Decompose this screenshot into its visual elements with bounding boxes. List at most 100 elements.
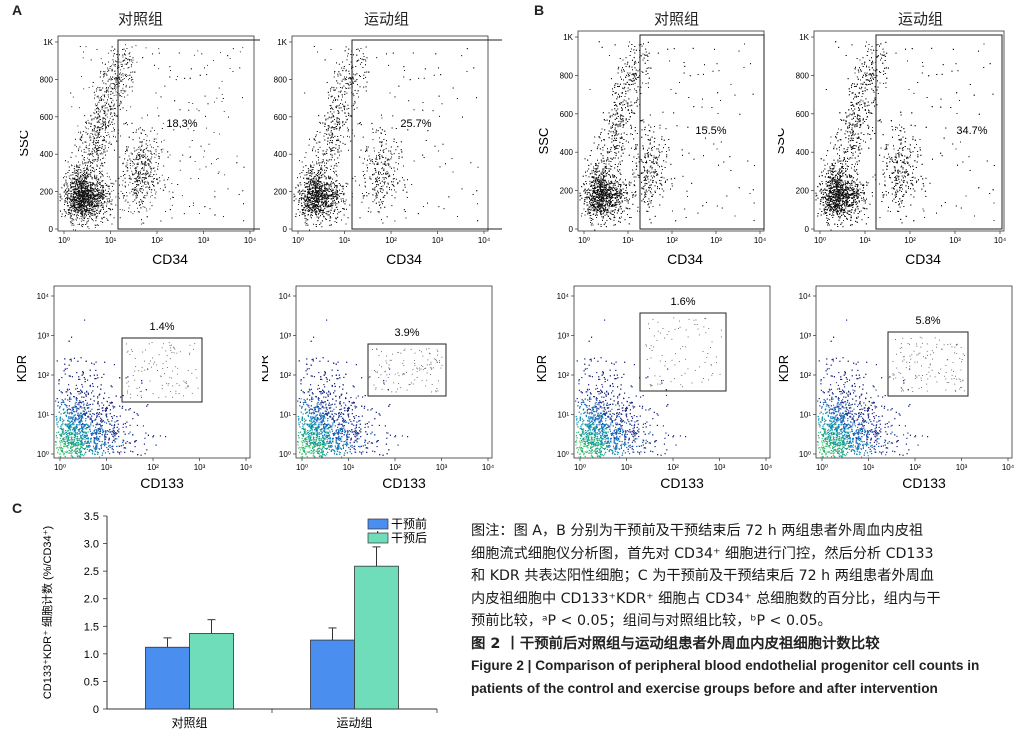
x-tick-label: 10⁴ — [478, 236, 491, 245]
x-tick-label: 10⁰ — [54, 463, 66, 472]
x-category-label: 运动组 — [336, 716, 372, 730]
x-tick-label: 10⁰ — [292, 236, 304, 245]
density-points — [575, 319, 687, 458]
x-tick-label: 10¹ — [101, 463, 113, 472]
y-tick-label: 1.5 — [84, 621, 99, 633]
y-axis-title: CD133⁺KDR⁺ 细胞计数 (%/CD34⁺) — [41, 526, 54, 699]
x-axis-title: CD133 — [382, 475, 426, 491]
gate-percentage: 18.3% — [166, 118, 197, 130]
y-tick-label: 800 — [560, 71, 574, 80]
y-tick-label: 800 — [274, 75, 288, 84]
gated-events — [126, 342, 199, 399]
density-points — [817, 319, 929, 458]
gate-rectangle — [351, 39, 502, 230]
x-tick-label: 10¹ — [105, 236, 117, 245]
panel-label-c: C — [12, 500, 22, 516]
scatter-points — [59, 44, 245, 231]
y-tick-label: 0 — [805, 225, 810, 234]
x-axis-title: CD34 — [667, 251, 703, 267]
y-tick-label: 1K — [799, 33, 809, 42]
y-axis-title: KDR — [262, 355, 271, 382]
y-tick-label: 400 — [274, 150, 288, 159]
x-tick-label: 10³ — [956, 463, 968, 472]
y-tick-label: 10¹ — [37, 411, 49, 420]
y-axis-title: KDR — [534, 355, 549, 382]
y-tick-label: 10⁰ — [279, 450, 291, 459]
y-tick-label: 10² — [279, 371, 291, 380]
x-tick-label: 10⁴ — [994, 236, 1007, 245]
col-title-b-control: 对照组 — [654, 8, 699, 29]
x-category-label: 对照组 — [171, 716, 207, 730]
y-tick-label: 0 — [93, 704, 99, 716]
y-tick-label: 800 — [40, 75, 54, 84]
x-tick-label: 10² — [667, 463, 679, 472]
x-tick-label: 10³ — [436, 463, 448, 472]
x-tick-label: 10² — [909, 463, 921, 472]
y-tick-label: 1K — [277, 38, 287, 47]
legend-label: 干预前 — [391, 516, 427, 531]
legend-label: 干预后 — [391, 531, 427, 545]
caption-line-1: 图注：图 A，B 分别为干预前及干预结束后 72 h 两组患者外周血内皮祖 — [471, 520, 1001, 543]
flow-plot-a-kdr-exercise: 10⁰ 10⁰ 10¹ 10¹ 10² 10² 10³ 10³ 10⁴ 10⁴ 3.9% CD133 K… — [262, 285, 495, 491]
col-title-b-exercise: 运动组 — [898, 8, 943, 29]
y-tick-label: 400 — [796, 148, 810, 157]
figure-title-en: Figure 2 | Comparison of peripheral bloo… — [471, 655, 991, 701]
y-tick-label: 10¹ — [279, 411, 291, 420]
x-tick-label: 10³ — [194, 463, 206, 472]
bar-1-0 — [189, 633, 234, 710]
x-tick-label: 10⁰ — [58, 236, 70, 245]
gate-rectangle — [639, 34, 765, 230]
col-title-a-exercise: 运动组 — [364, 8, 409, 29]
y-tick-label: 600 — [274, 113, 288, 122]
x-axis-title: CD133 — [902, 475, 946, 491]
y-tick-label: 200 — [796, 187, 810, 196]
x-axis-title: CD133 — [660, 475, 704, 491]
x-tick-label: 10³ — [949, 236, 961, 245]
y-tick-label: 0.5 — [84, 676, 99, 688]
x-tick-label: 10⁴ — [244, 236, 257, 245]
y-tick-label: 200 — [274, 188, 288, 197]
y-tick-label: 600 — [796, 110, 810, 119]
col-title-a-control: 对照组 — [118, 8, 163, 29]
flow-plot-a-cd34-exercise: 1K 800 600 400 200 0 10⁰ 10¹ 10² 10³ 10⁴ 25.7% CD34 S… — [262, 35, 502, 267]
flow-plot-a-cd34-control: 1K 800 600 400 200 0 10⁰ 10¹ 10² 10³ 10⁴ 18.3% CD34 S… — [20, 35, 260, 267]
y-tick-label: 10² — [37, 371, 49, 380]
y-axis-title: SSC — [20, 130, 31, 157]
x-tick-label: 10³ — [710, 236, 722, 245]
x-tick-label: 10¹ — [863, 463, 875, 472]
y-tick-label: 10¹ — [799, 411, 811, 420]
x-tick-label: 10¹ — [859, 236, 871, 245]
y-tick-label: 10² — [799, 371, 811, 380]
y-tick-label: 10⁰ — [557, 450, 569, 459]
y-tick-label: 10³ — [37, 332, 49, 341]
y-tick-label: 3.0 — [84, 539, 99, 551]
gate-rectangle — [117, 39, 260, 230]
x-tick-label: 10² — [385, 236, 397, 245]
x-tick-label: 10¹ — [621, 463, 633, 472]
x-tick-label: 10⁰ — [296, 463, 308, 472]
x-tick-label: 10¹ — [343, 463, 355, 472]
scatter-points — [815, 41, 995, 231]
bar-1-1 — [354, 565, 399, 710]
y-tick-label: 10² — [557, 371, 569, 380]
x-tick-label: 10¹ — [339, 236, 351, 245]
y-tick-label: 2.5 — [84, 566, 99, 578]
y-tick-label: 10⁴ — [799, 292, 812, 301]
x-tick-label: 10⁴ — [1002, 463, 1015, 472]
gate-percentage: 1.6% — [670, 296, 695, 308]
gated-events — [892, 336, 965, 392]
flow-plot-b-kdr-exercise: 10⁰ 10⁰ 10¹ 10¹ 10² 10² 10³ 10³ 10⁴ 10⁴ 5.8% CD133 K… — [778, 285, 1015, 491]
caption-line-3: 和 KDR 共表达阳性细胞；C 为干预前及干预结束后 72 h 两组患者外周血 — [471, 565, 1001, 588]
y-tick-label: 2.0 — [84, 594, 99, 606]
x-tick-label: 10⁴ — [482, 463, 495, 472]
x-tick-label: 10⁰ — [574, 463, 586, 472]
y-tick-label: 0 — [49, 225, 54, 234]
y-tick-label: 10⁴ — [279, 292, 292, 301]
scatter-points — [293, 46, 479, 231]
y-tick-label: 10³ — [279, 332, 291, 341]
x-axis-title: CD34 — [152, 251, 188, 267]
x-tick-label: 10² — [147, 463, 159, 472]
x-tick-label: 10⁴ — [760, 463, 773, 472]
gate-percentage: 1.4% — [149, 321, 174, 333]
x-tick-label: 10⁴ — [240, 463, 253, 472]
